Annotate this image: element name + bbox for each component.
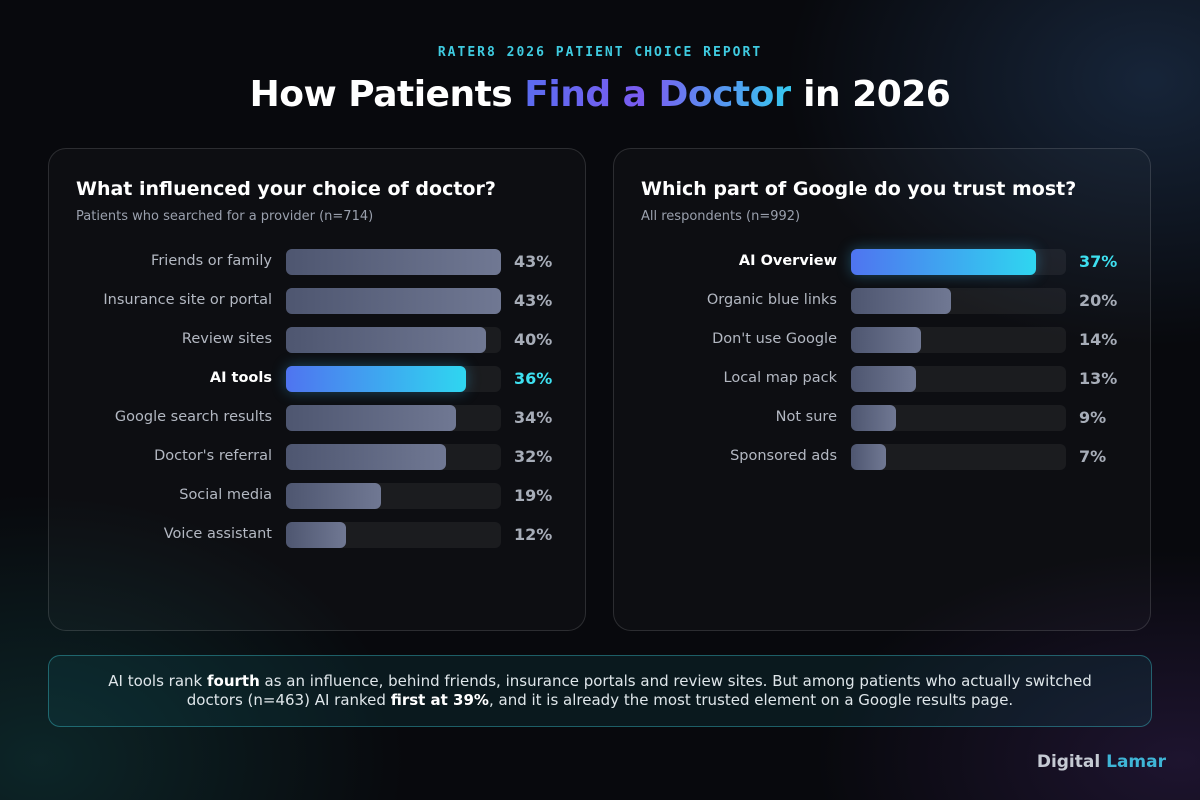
callout-text-1: AI tools rank: [108, 672, 207, 690]
bar: [286, 327, 486, 353]
bar-value-label: 36%: [514, 369, 553, 388]
bar-value-label: 32%: [514, 447, 553, 466]
bar-row: Insurance site or portal 43%: [49, 288, 587, 314]
callout-bold-1: fourth: [207, 672, 260, 690]
bar-track: [286, 444, 501, 470]
bar-track: [851, 444, 1066, 470]
bar-track: [286, 327, 501, 353]
bar: [286, 249, 501, 275]
bar-value-label: 9%: [1079, 408, 1107, 427]
bar-row: AI tools 36%: [49, 366, 587, 392]
bar-track: [851, 288, 1066, 314]
bar: [286, 366, 466, 392]
bar-row: AI Overview 37%: [614, 249, 1152, 275]
bar-value-label: 43%: [514, 252, 553, 271]
callout-text-3: , and it is already the most trusted ele…: [488, 691, 1014, 709]
bar: [851, 249, 1036, 275]
bar-label: Local map pack: [723, 370, 837, 386]
bar-label: Social media: [179, 487, 272, 503]
bar: [851, 327, 921, 353]
bar-track: [286, 405, 501, 431]
bar-value-label: 7%: [1079, 447, 1107, 466]
bar-row: Organic blue links 20%: [614, 288, 1152, 314]
bar-label: AI Overview: [738, 253, 837, 269]
bar-track: [851, 249, 1066, 275]
bar-row: Google search results 34%: [49, 405, 587, 431]
bar-label: AI tools: [209, 370, 272, 386]
influence-chart-panel: What influenced your choice of doctor? P…: [48, 148, 586, 631]
bar-row: Friends or family 43%: [49, 249, 587, 275]
insight-callout: AI tools rank fourth as an influence, be…: [48, 655, 1152, 727]
bar-track: [286, 522, 501, 548]
bar-track: [286, 366, 501, 392]
bar: [286, 522, 346, 548]
bar-track: [286, 288, 501, 314]
bar-label: Not sure: [775, 409, 837, 425]
bar-row: Social media 19%: [49, 483, 587, 509]
influence-chart-subtitle: Patients who searched for a provider (n=…: [76, 209, 374, 224]
google-trust-chart-title: Which part of Google do you trust most?: [641, 178, 1077, 200]
bar-row: Local map pack 13%: [614, 366, 1152, 392]
bar-value-label: 43%: [514, 291, 553, 310]
bar-label: Google search results: [114, 409, 272, 425]
title-highlight: Find a Doctor: [524, 74, 792, 115]
bar-track: [286, 249, 501, 275]
bar-value-label: 14%: [1079, 330, 1118, 349]
bar: [286, 288, 501, 314]
bar-label: Review sites: [181, 331, 272, 347]
bar: [851, 444, 886, 470]
brand-logo: Digital Lamar: [1037, 752, 1166, 772]
bar-value-label: 37%: [1079, 252, 1118, 271]
bar-track: [286, 483, 501, 509]
bar: [286, 444, 446, 470]
bar-row: Doctor's referral 32%: [49, 444, 587, 470]
google-trust-chart-panel: Which part of Google do you trust most? …: [613, 148, 1151, 631]
bar-track: [851, 327, 1066, 353]
bar-row: Sponsored ads 7%: [614, 444, 1152, 470]
bar-label: Doctor's referral: [154, 448, 272, 464]
brand-part-1: Digital: [1036, 752, 1101, 772]
bar-row: Not sure 9%: [614, 405, 1152, 431]
report-eyebrow: RATER8 2026 PATIENT CHOICE REPORT: [437, 45, 763, 60]
bar-value-label: 13%: [1079, 369, 1118, 388]
bar-row: Review sites 40%: [49, 327, 587, 353]
bar: [851, 405, 896, 431]
bar-label: Don't use Google: [712, 331, 837, 347]
title-post: in 2026: [791, 74, 951, 115]
title-pre: How Patients: [249, 74, 525, 115]
bar-label: Voice assistant: [163, 526, 272, 542]
influence-chart-title: What influenced your choice of doctor?: [76, 178, 496, 200]
bar-track: [851, 405, 1066, 431]
page-title: How Patients Find a Doctor in 2026: [0, 74, 1200, 115]
bar-row: Don't use Google 14%: [614, 327, 1152, 353]
bar-label: Friends or family: [151, 253, 272, 269]
bar-label: Sponsored ads: [730, 448, 837, 464]
bar-row: Voice assistant 12%: [49, 522, 587, 548]
bar-value-label: 34%: [514, 408, 553, 427]
bar-label: Insurance site or portal: [103, 292, 272, 308]
callout-bold-2: first at 39%: [390, 691, 489, 709]
bar: [851, 366, 916, 392]
bar-value-label: 12%: [514, 525, 553, 544]
bar-value-label: 19%: [514, 486, 553, 505]
google-trust-chart-subtitle: All respondents (n=992): [641, 209, 801, 224]
bar-value-label: 40%: [514, 330, 553, 349]
bar: [286, 405, 456, 431]
bar: [286, 483, 381, 509]
bar-track: [851, 366, 1066, 392]
callout-text-2: as an influence, behind friends, insuran…: [186, 672, 1092, 709]
insight-text: AI tools rank fourth as an influence, be…: [89, 672, 1111, 710]
brand-part-2: Lamar: [1100, 752, 1166, 772]
bar: [851, 288, 951, 314]
bar-label: Organic blue links: [706, 292, 837, 308]
bar-value-label: 20%: [1079, 291, 1118, 310]
